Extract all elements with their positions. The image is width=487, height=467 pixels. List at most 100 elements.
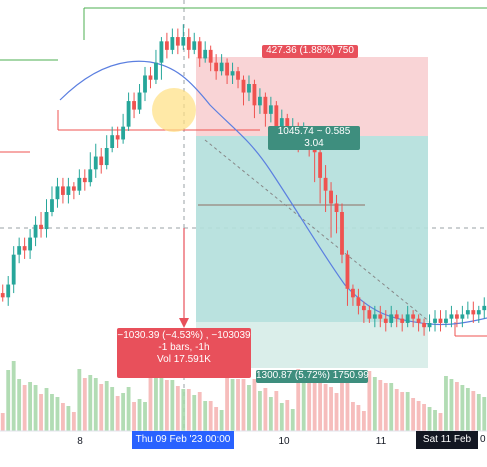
- candle-body[interactable]: [186, 37, 191, 50]
- candle-body[interactable]: [247, 84, 251, 93]
- volume-bar: [405, 392, 410, 431]
- candle-body[interactable]: [44, 212, 49, 230]
- candle-body[interactable]: [148, 75, 153, 80]
- volume-bar: [378, 380, 383, 431]
- target-label[interactable]: 1300.87 (5.72%) 1750.99: [256, 370, 369, 383]
- candle-body[interactable]: [126, 101, 131, 127]
- projection-line[interactable]: [204, 139, 431, 323]
- candle-body[interactable]: [225, 62, 229, 76]
- candle-body[interactable]: [175, 37, 180, 46]
- candle-body[interactable]: [93, 156, 98, 170]
- candle-body[interactable]: [33, 224, 38, 238]
- stop-loss-label[interactable]: 427.36 (1.88%) 750: [262, 45, 358, 58]
- highlight-circle[interactable]: [152, 88, 196, 132]
- candle-body[interactable]: [104, 148, 109, 166]
- candle-body[interactable]: [383, 318, 388, 323]
- candle-body[interactable]: [438, 318, 443, 323]
- candle-body[interactable]: [274, 105, 279, 127]
- candle-body[interactable]: [329, 190, 333, 204]
- candle-body[interactable]: [0, 293, 5, 298]
- candle-body[interactable]: [345, 254, 350, 289]
- candle-body[interactable]: [66, 186, 71, 195]
- volume-bar: [230, 379, 235, 431]
- candle-body[interactable]: [351, 288, 355, 298]
- stop-zone[interactable]: [196, 57, 428, 136]
- candle-body[interactable]: [476, 310, 481, 315]
- candle-body[interactable]: [236, 71, 240, 80]
- candle-body[interactable]: [11, 254, 16, 285]
- candle-body[interactable]: [99, 156, 104, 166]
- candle-body[interactable]: [482, 305, 487, 311]
- candle-body[interactable]: [372, 314, 377, 319]
- candle-body[interactable]: [465, 310, 470, 315]
- candle-body[interactable]: [454, 314, 459, 319]
- candle-body[interactable]: [471, 310, 476, 315]
- candle-body[interactable]: [449, 314, 454, 319]
- candle-body[interactable]: [263, 96, 268, 114]
- candle-body[interactable]: [82, 177, 87, 183]
- candle-body[interactable]: [356, 297, 361, 306]
- measure-arrow-head: [179, 318, 189, 328]
- candle-body[interactable]: [433, 318, 437, 323]
- candle-body[interactable]: [411, 314, 416, 319]
- candle-body[interactable]: [378, 314, 383, 319]
- entry-label[interactable]: 1045.74 ~ 0.585 3.04: [268, 126, 360, 150]
- volume-bar: [334, 393, 339, 431]
- candle-body[interactable]: [334, 203, 339, 212]
- candle-body[interactable]: [50, 199, 54, 212]
- candle-body[interactable]: [394, 314, 399, 319]
- candle-body[interactable]: [230, 71, 235, 76]
- candle-body[interactable]: [132, 101, 136, 110]
- candle-body[interactable]: [416, 318, 421, 323]
- candle-body[interactable]: [115, 135, 120, 140]
- candle-body[interactable]: [17, 246, 22, 255]
- candle-body[interactable]: [28, 237, 33, 251]
- target-zone[interactable]: [196, 136, 428, 322]
- candle-body[interactable]: [208, 49, 213, 63]
- candle-body[interactable]: [422, 322, 426, 328]
- candle-body[interactable]: [6, 284, 11, 298]
- candle-body[interactable]: [39, 224, 43, 230]
- candle-body[interactable]: [154, 62, 158, 80]
- volume-bar: [99, 384, 104, 431]
- candle-body[interactable]: [203, 49, 208, 59]
- candle-body[interactable]: [258, 96, 262, 106]
- candle-body[interactable]: [252, 84, 257, 106]
- candle-body[interactable]: [241, 79, 246, 93]
- candle-body[interactable]: [219, 62, 224, 72]
- candle-body[interactable]: [164, 41, 169, 50]
- candle-body[interactable]: [137, 92, 142, 110]
- candle-body[interactable]: [22, 246, 27, 251]
- candle-body[interactable]: [460, 314, 465, 319]
- candle-body[interactable]: [88, 169, 93, 183]
- candle-body[interactable]: [214, 62, 219, 72]
- candle-body[interactable]: [159, 41, 164, 63]
- candle-body[interactable]: [323, 177, 328, 191]
- candle-body[interactable]: [55, 186, 60, 200]
- candle-body[interactable]: [367, 310, 372, 319]
- candle-body[interactable]: [77, 177, 82, 191]
- candle-body[interactable]: [197, 41, 202, 59]
- candle-body[interactable]: [389, 314, 394, 323]
- candle-body[interactable]: [121, 126, 126, 140]
- candle-body[interactable]: [61, 186, 65, 195]
- volume-bar: [115, 396, 120, 431]
- candle-body[interactable]: [405, 314, 410, 323]
- chart-canvas[interactable]: 8 10 11: [0, 0, 487, 451]
- candle-body[interactable]: [318, 152, 323, 178]
- candle-body[interactable]: [71, 186, 76, 191]
- candle-body[interactable]: [192, 41, 197, 50]
- candle-body[interactable]: [110, 135, 115, 148]
- volume-bar: [44, 388, 49, 431]
- candle-body[interactable]: [340, 212, 344, 255]
- candle-body[interactable]: [143, 75, 147, 93]
- candle-body[interactable]: [427, 322, 432, 328]
- candle-body[interactable]: [268, 105, 273, 114]
- candle-body[interactable]: [400, 318, 405, 323]
- candle-body[interactable]: [170, 37, 175, 50]
- candle-body[interactable]: [279, 118, 284, 127]
- measure-tooltip: −1030.39 (−4.53%) , −103039 -1 bars, -1h…: [117, 328, 251, 378]
- candle-body[interactable]: [361, 305, 366, 311]
- candle-body[interactable]: [181, 37, 186, 46]
- candle-body[interactable]: [444, 318, 448, 323]
